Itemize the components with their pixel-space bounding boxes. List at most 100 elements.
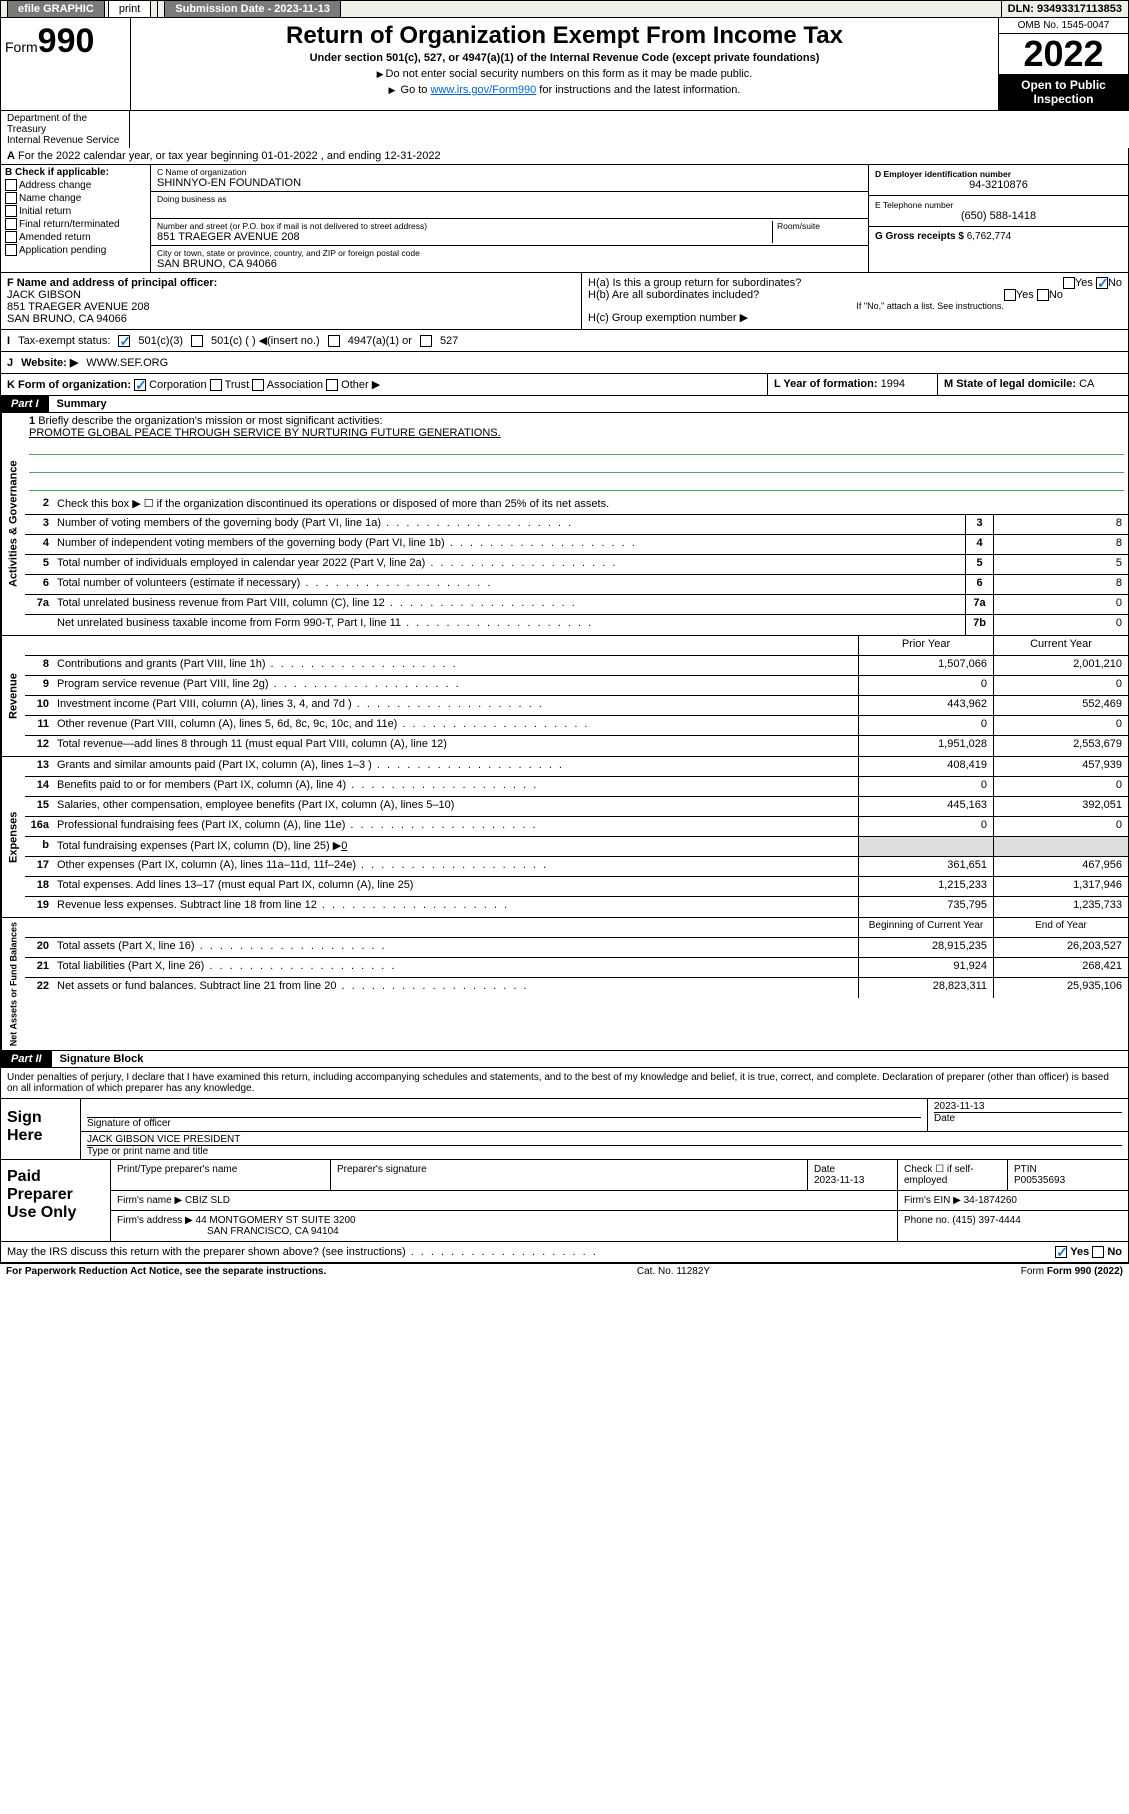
- phone: (650) 588-1418: [875, 210, 1122, 222]
- city-state-zip: SAN BRUNO, CA 94066: [157, 258, 862, 270]
- part2-header: Part II Signature Block: [0, 1051, 1129, 1068]
- chk-discuss-no[interactable]: [1092, 1246, 1104, 1258]
- val-21p: 91,924: [858, 958, 993, 977]
- chk-app-pending[interactable]: [5, 244, 17, 256]
- officer-sign-name: JACK GIBSON VICE PRESIDENT: [87, 1134, 1122, 1145]
- print-btn[interactable]: print: [108, 0, 151, 18]
- val-14p: 0: [858, 777, 993, 796]
- val-18c: 1,317,946: [993, 877, 1128, 896]
- val-11p: 0: [858, 716, 993, 735]
- val-19p: 735,795: [858, 897, 993, 917]
- open-public-badge: Open to Public Inspection: [999, 74, 1128, 110]
- link-note: Go to www.irs.gov/Form990 for instructio…: [135, 84, 994, 96]
- val-10c: 552,469: [993, 696, 1128, 715]
- tax-year: 2022: [999, 34, 1128, 74]
- val-19c: 1,235,733: [993, 897, 1128, 917]
- page-footer: For Paperwork Reduction Act Notice, see …: [0, 1263, 1129, 1279]
- chk-other[interactable]: [326, 379, 338, 391]
- state-domicile: CA: [1079, 378, 1094, 390]
- form-number: Form990: [5, 22, 126, 61]
- chk-ha-no[interactable]: [1096, 277, 1108, 289]
- val-15p: 445,163: [858, 797, 993, 816]
- section-governance: Activities & Governance 1 Briefly descri…: [0, 413, 1129, 636]
- chk-4947[interactable]: [328, 335, 340, 347]
- sign-here: Sign Here Signature of officer 2023-11-1…: [0, 1099, 1129, 1160]
- form-title: Return of Organization Exempt From Incom…: [135, 22, 994, 50]
- chk-assoc[interactable]: [252, 379, 264, 391]
- chk-final[interactable]: [5, 218, 17, 230]
- val-16ac: 0: [993, 817, 1128, 836]
- efile-btn[interactable]: efile GRAPHIC: [7, 0, 105, 18]
- val-7b: 0: [993, 615, 1128, 635]
- officer-name: JACK GIBSON: [7, 289, 81, 301]
- section-c: C Name of organization SHINNYO-EN FOUNDA…: [151, 165, 868, 272]
- chk-501c[interactable]: [191, 335, 203, 347]
- val-20c: 26,203,527: [993, 938, 1128, 957]
- val-20p: 28,915,235: [858, 938, 993, 957]
- val-12c: 2,553,679: [993, 736, 1128, 756]
- val-11c: 0: [993, 716, 1128, 735]
- chk-address[interactable]: [5, 179, 17, 191]
- gross-receipts: 6,762,774: [967, 231, 1012, 242]
- val-16b: 0: [341, 840, 347, 852]
- irs-link[interactable]: www.irs.gov/Form990: [430, 84, 536, 96]
- val-17p: 361,651: [858, 857, 993, 876]
- val-21c: 268,421: [993, 958, 1128, 977]
- col-prior: Prior Year: [858, 636, 993, 655]
- chk-initial[interactable]: [5, 205, 17, 217]
- chk-ha-yes[interactable]: [1063, 277, 1075, 289]
- val-12p: 1,951,028: [858, 736, 993, 756]
- col-beginning: Beginning of Current Year: [858, 918, 993, 937]
- mission-text: PROMOTE GLOBAL PEACE THROUGH SERVICE BY …: [29, 427, 1124, 439]
- dln: DLN: 93493317113853: [1002, 1, 1128, 17]
- val-4: 8: [993, 535, 1128, 554]
- preparer-date: 2023-11-13: [814, 1175, 864, 1186]
- form-subtitle: Under section 501(c), 527, or 4947(a)(1)…: [135, 52, 994, 64]
- section-b: B Check if applicable: Address change Na…: [1, 165, 151, 272]
- section-revenue: Revenue Prior YearCurrent Year 8Contribu…: [0, 636, 1129, 757]
- val-22c: 25,935,106: [993, 978, 1128, 998]
- val-9c: 0: [993, 676, 1128, 695]
- ssn-note: Do not enter social security numbers on …: [135, 68, 994, 80]
- part1-header: Part I Summary: [0, 396, 1129, 413]
- chk-hb-no[interactable]: [1037, 289, 1049, 301]
- chk-trust[interactable]: [210, 379, 222, 391]
- submission-date-btn[interactable]: Submission Date - 2023-11-13: [164, 0, 341, 18]
- val-17c: 467,956: [993, 857, 1128, 876]
- col-end: End of Year: [993, 918, 1128, 937]
- form-header: Form990 Return of Organization Exempt Fr…: [0, 18, 1129, 111]
- header-grid: B Check if applicable: Address change Na…: [0, 165, 1129, 273]
- val-16ap: 0: [858, 817, 993, 836]
- val-18p: 1,215,233: [858, 877, 993, 896]
- chk-amended[interactable]: [5, 231, 17, 243]
- org-name: SHINNYO-EN FOUNDATION: [157, 177, 862, 189]
- val-14c: 0: [993, 777, 1128, 796]
- chk-501c3[interactable]: [118, 335, 130, 347]
- val-8p: 1,507,066: [858, 656, 993, 675]
- val-13p: 408,419: [858, 757, 993, 776]
- val-7a: 0: [993, 595, 1128, 614]
- dept-treasury: Department of the Treasury Internal Reve…: [0, 111, 130, 148]
- chk-hb-yes[interactable]: [1004, 289, 1016, 301]
- may-irs-discuss: May the IRS discuss this return with the…: [0, 1242, 1129, 1263]
- topbar: efile GRAPHIC print Submission Date - 20…: [0, 0, 1129, 18]
- sign-date: 2023-11-13: [934, 1101, 1122, 1112]
- chk-name[interactable]: [5, 192, 17, 204]
- chk-corp[interactable]: [134, 379, 146, 391]
- val-8c: 2,001,210: [993, 656, 1128, 675]
- section-netassets: Net Assets or Fund Balances Beginning of…: [0, 918, 1129, 1051]
- ein: 94-3210876: [875, 179, 1122, 191]
- val-15c: 392,051: [993, 797, 1128, 816]
- firm-addr: 44 MONTGOMERY ST SUITE 3200: [196, 1215, 356, 1226]
- firm-ein: 34-1874260: [964, 1195, 1017, 1206]
- firm-phone: (415) 397-4444: [952, 1215, 1020, 1226]
- website: WWW.SEF.ORG: [86, 357, 168, 369]
- col-current: Current Year: [993, 636, 1128, 655]
- section-deg: D Employer identification number 94-3210…: [868, 165, 1128, 272]
- omb-number: OMB No. 1545-0047: [999, 18, 1128, 34]
- chk-527[interactable]: [420, 335, 432, 347]
- section-i: I Tax-exempt status: 501(c)(3) 501(c) ( …: [0, 330, 1129, 352]
- year-formation: 1994: [881, 378, 905, 390]
- ptin: P00535693: [1014, 1175, 1065, 1186]
- chk-discuss-yes[interactable]: [1055, 1246, 1067, 1258]
